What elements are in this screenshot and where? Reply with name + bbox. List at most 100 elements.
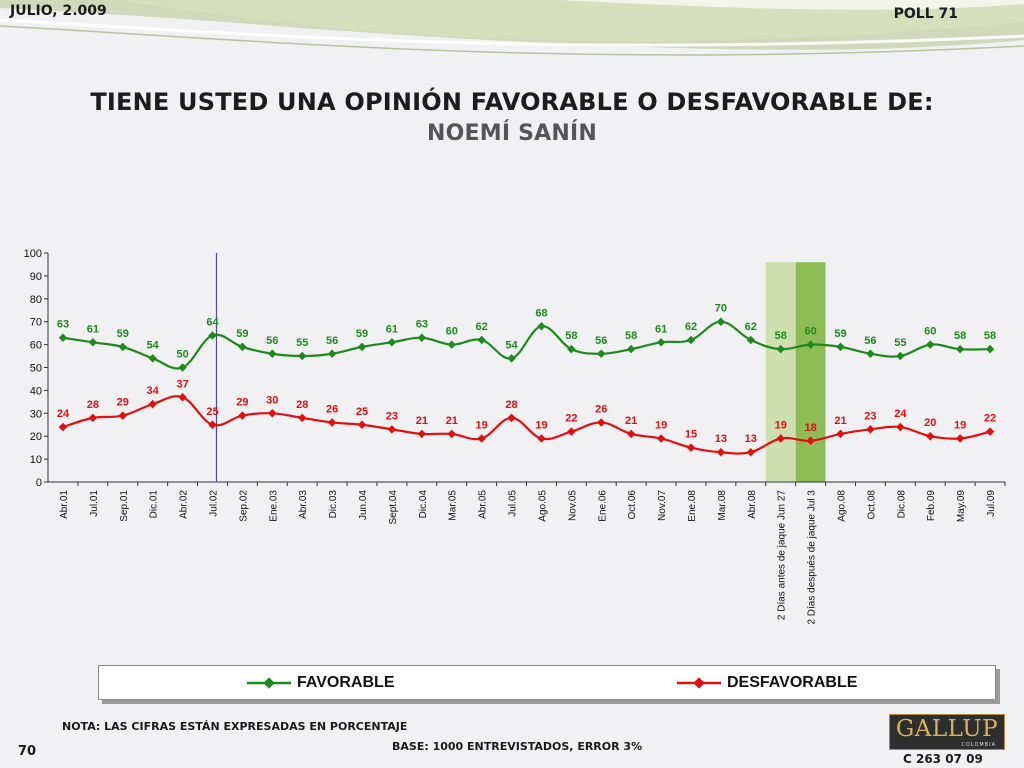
y-tick-label: 100 <box>24 248 42 260</box>
x-tick-label: Dic.04 <box>418 490 429 519</box>
data-label-favorable: 58 <box>775 330 787 342</box>
data-label-desfavorable: 24 <box>57 408 70 420</box>
point-desfavorable <box>925 431 935 441</box>
point-desfavorable <box>148 399 157 409</box>
point-desfavorable <box>387 425 397 434</box>
footnote: NOTA: LAS CIFRAS ESTÁN EXPRESADAS EN POR… <box>62 720 408 733</box>
point-desfavorable <box>88 413 98 423</box>
data-label-favorable: 58 <box>984 330 996 342</box>
y-tick-label: 40 <box>30 385 42 397</box>
data-label-favorable: 60 <box>804 326 816 338</box>
data-label-desfavorable: 22 <box>984 413 996 425</box>
point-favorable <box>357 342 367 352</box>
legend-favorable-label: FAVORABLE <box>297 674 395 691</box>
data-label-favorable: 58 <box>954 330 966 342</box>
x-tick-label: Mar.08 <box>717 490 728 521</box>
point-desfavorable <box>626 429 636 439</box>
chart-title: TIENE USTED UNA OPINIÓN FAVORABLE O DESF… <box>90 88 934 116</box>
y-tick-label: 10 <box>30 454 42 466</box>
x-tick-label: Sep.01 <box>119 490 130 522</box>
x-tick-label: 2 Días después de jaque Jul 3 <box>807 490 818 625</box>
point-favorable <box>567 344 576 354</box>
point-desfavorable <box>866 425 875 434</box>
data-label-desfavorable: 37 <box>176 378 188 390</box>
chart-axes: 0 10 20 30 40 50 60 70 80 90 100 Abr.01 Jul.01 Sep.01… <box>24 248 1006 625</box>
point-desfavorable <box>537 434 546 443</box>
data-label-favorable: 59 <box>236 328 248 340</box>
data-label-favorable: 59 <box>834 328 846 340</box>
data-label-favorable: 61 <box>386 323 398 335</box>
data-label-desfavorable: 19 <box>535 419 547 431</box>
data-label-favorable: 54 <box>147 339 160 351</box>
point-desfavorable <box>238 411 247 420</box>
y-tick-label: 60 <box>30 340 42 352</box>
x-tick-label: 2 Días antes de jaque Jun 27 <box>777 490 788 621</box>
data-label-desfavorable: 23 <box>864 410 876 422</box>
point-favorable <box>656 338 666 347</box>
x-tick-label: Feb.09 <box>926 490 937 522</box>
data-label-desfavorable: 28 <box>505 399 517 411</box>
data-label-favorable: 59 <box>356 328 368 340</box>
point-favorable <box>58 333 68 342</box>
point-desfavorable <box>746 447 756 457</box>
x-tick-label: Ene.03 <box>268 490 279 522</box>
data-label-favorable: 55 <box>894 337 906 349</box>
point-desfavorable <box>507 413 516 423</box>
x-tick-label: Ago.05 <box>537 490 548 522</box>
y-tick-label: 80 <box>30 294 42 306</box>
data-label-desfavorable: 30 <box>266 394 278 406</box>
point-favorable <box>716 317 726 326</box>
data-label-favorable: 61 <box>655 323 667 335</box>
x-tick-label: Abr.02 <box>179 490 190 519</box>
x-tick-label: Ago.08 <box>837 490 848 522</box>
data-label-favorable: 62 <box>745 321 757 333</box>
point-desfavorable <box>208 420 217 429</box>
highlight-band <box>765 262 796 482</box>
point-favorable <box>776 344 785 354</box>
point-desfavorable <box>656 434 666 443</box>
data-label-favorable: 64 <box>206 316 219 328</box>
point-desfavorable <box>567 427 576 436</box>
data-label-desfavorable: 19 <box>775 419 787 431</box>
data-label-favorable: 56 <box>266 335 278 347</box>
point-favorable <box>178 363 187 372</box>
x-tick-label: Jul.02 <box>208 490 219 517</box>
point-favorable <box>417 333 427 342</box>
point-desfavorable <box>806 436 815 446</box>
data-label-desfavorable: 18 <box>804 422 816 434</box>
legend-desfavorable-label: DESFAVORABLE <box>727 674 858 691</box>
point-desfavorable <box>477 434 486 443</box>
data-label-favorable: 56 <box>864 335 876 347</box>
data-label-desfavorable: 21 <box>416 415 428 427</box>
x-tick-label: Nov.05 <box>567 490 578 521</box>
data-label-favorable: 63 <box>57 319 69 331</box>
data-label-favorable: 58 <box>625 330 637 342</box>
point-desfavorable <box>268 409 277 418</box>
point-favorable <box>836 342 845 352</box>
point-favorable <box>477 335 486 345</box>
data-label-desfavorable: 21 <box>446 415 458 427</box>
point-favorable <box>985 344 995 354</box>
point-favorable <box>148 354 157 363</box>
data-label-desfavorable: 13 <box>745 433 757 445</box>
logo-subtext: COLOMBIA <box>961 742 996 748</box>
x-tick-label: Mar.05 <box>448 490 459 521</box>
x-tick-label: Abr.03 <box>298 490 309 519</box>
point-favorable <box>88 338 98 347</box>
poll-label: POLL 71 <box>893 6 958 22</box>
data-label-desfavorable: 19 <box>476 419 488 431</box>
point-favorable <box>806 340 815 349</box>
data-label-desfavorable: 19 <box>954 419 966 431</box>
data-label-desfavorable: 25 <box>356 406 368 418</box>
point-desfavorable <box>896 422 905 432</box>
data-label-favorable: 50 <box>176 349 188 361</box>
data-label-desfavorable: 26 <box>595 403 607 415</box>
x-tick-label: May.09 <box>956 490 967 522</box>
page-number: 70 <box>18 744 37 759</box>
gallup-logo: GALLUP COLOMBIA <box>889 714 1005 750</box>
point-favorable <box>507 354 516 363</box>
data-label-favorable: 60 <box>446 326 458 338</box>
y-tick-label: 0 <box>36 477 42 489</box>
point-favorable <box>866 349 875 359</box>
x-tick-label: Jun.04 <box>358 490 369 520</box>
